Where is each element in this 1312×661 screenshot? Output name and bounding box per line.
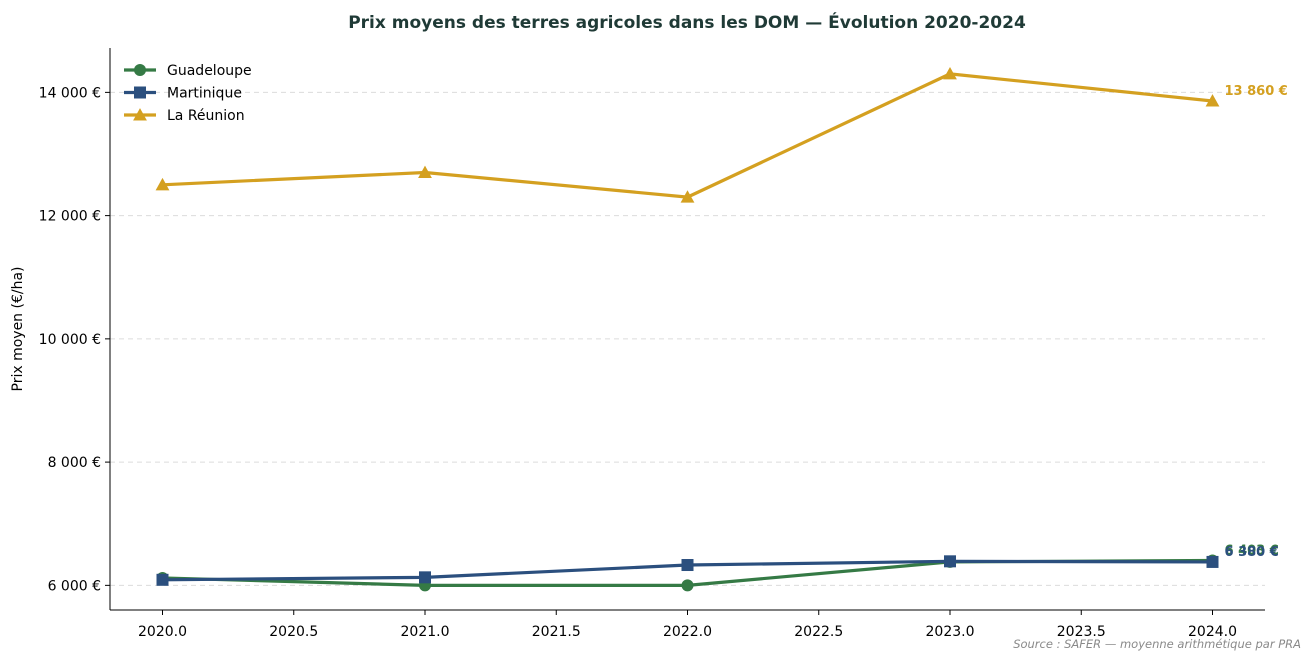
data-point (419, 571, 431, 584)
series-la-r-union: 13 860 € (155, 66, 1288, 203)
data-point (943, 66, 957, 80)
x-tick-label: 2021.5 (532, 624, 581, 640)
x-tick-label: 2021.0 (401, 624, 450, 640)
series-guadeloupe: 6 403 € (156, 544, 1279, 592)
y-axis-label: Prix moyen (€/ha) (10, 266, 26, 391)
x-tick-label: 2020.5 (269, 624, 318, 640)
y-axis-ticks: 6 000 € 8 000 € 10 000 € 12 000 € 14 000 € (39, 85, 110, 594)
legend-marker (134, 86, 146, 99)
legend-label: Martinique (167, 86, 242, 102)
end-value-label: 6 380 € (1225, 545, 1279, 560)
legend-marker (134, 64, 146, 76)
data-point (680, 190, 695, 203)
data-point (681, 559, 694, 572)
data-point (1206, 555, 1219, 568)
x-tick-label: 2020.0 (138, 624, 187, 640)
grid-lines (110, 91, 1265, 586)
chart-title: Prix moyens des terres agricoles dans le… (348, 11, 1026, 33)
y-tick-label: 10 000 € (39, 332, 101, 348)
axes (109, 48, 1265, 611)
x-tick-label: 2022.0 (663, 624, 712, 640)
x-tick-label: 2024.0 (1188, 624, 1237, 640)
source-note: Source : SAFER — moyenne arithmétique pa… (1013, 637, 1301, 651)
series-group: 6 403 €6 380 € 13 860 € (155, 66, 1288, 592)
y-tick-label: 12 000 € (39, 209, 101, 225)
data-point (1205, 94, 1220, 107)
legend-marker (133, 108, 147, 121)
series-martinique: 6 380 € (156, 545, 1279, 586)
legend-label: Guadeloupe (167, 63, 252, 79)
legend-label: La Réunion (167, 108, 245, 124)
end-value-label: 13 860 € (1225, 84, 1288, 99)
end-value-label: 6 403 € (1225, 544, 1279, 559)
x-tick-label: 2023.0 (926, 624, 975, 640)
data-point (156, 573, 169, 586)
x-axis-ticks: 2020.0 2020.5 2021.0 2021.5 2022.0 2022.5 2023… (138, 610, 1237, 640)
y-tick-label: 14 000 € (39, 85, 101, 101)
data-point (944, 555, 956, 568)
data-point (155, 177, 170, 191)
data-point (418, 165, 432, 178)
legend: Guadeloupe Martinique La Réunion (124, 63, 252, 124)
y-tick-label: 6 000 € (48, 578, 101, 594)
y-tick-label: 8 000 € (48, 455, 101, 471)
x-tick-label: 2022.5 (794, 624, 843, 640)
data-point (681, 579, 694, 592)
x-tick-label: 2023.5 (1057, 624, 1106, 640)
